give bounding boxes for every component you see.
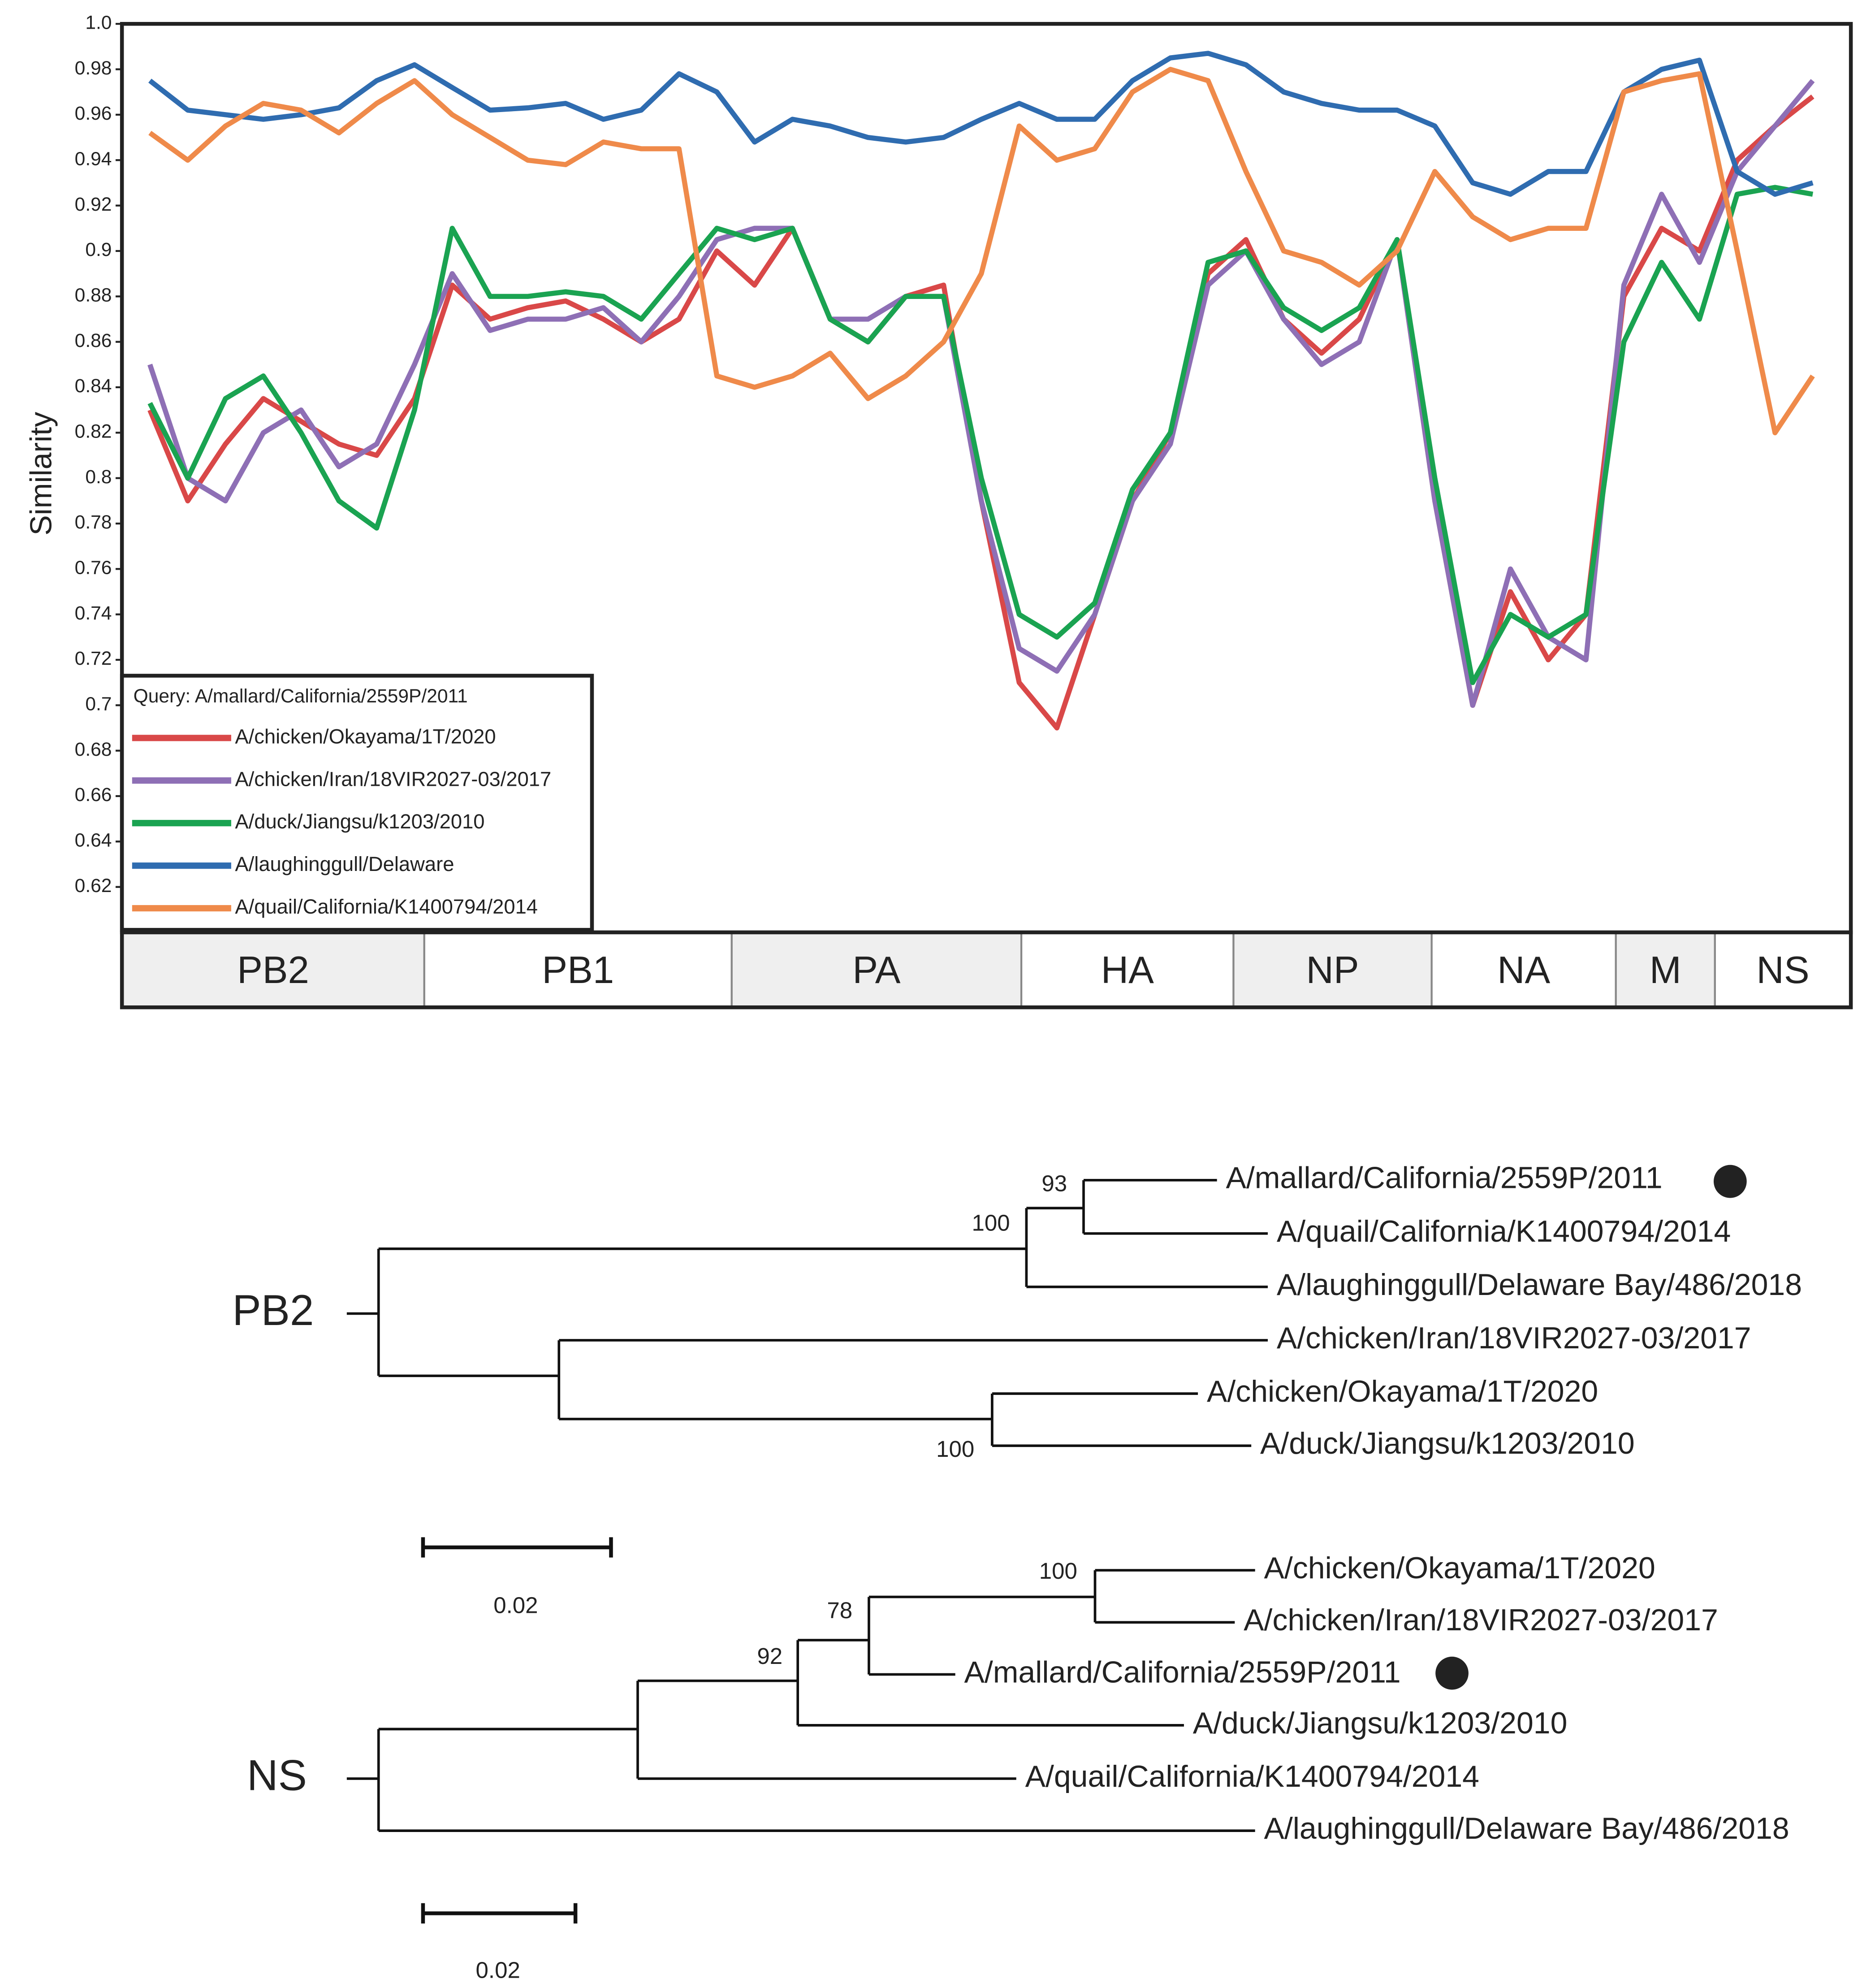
support-value: 92 bbox=[757, 1643, 782, 1669]
segment-box bbox=[423, 931, 733, 1009]
y-axis-label: Similarity bbox=[24, 412, 58, 536]
leaf-label: A/laughinggull/Delaware Bay/486/2018 bbox=[1264, 1811, 1789, 1845]
query-marker bbox=[1713, 1165, 1747, 1198]
leaf-label: A/mallard/California/2559P/2011 bbox=[1226, 1161, 1662, 1195]
support-value: 100 bbox=[972, 1210, 1010, 1235]
segment-label: PB2 bbox=[237, 949, 309, 992]
y-tick-label: 0.86 bbox=[75, 330, 112, 351]
support-value: 100 bbox=[1039, 1558, 1077, 1584]
leaf-label: A/chicken/Okayama/1T/2020 bbox=[1264, 1551, 1655, 1585]
y-tick-label: 0.88 bbox=[75, 285, 112, 306]
y-tick-label: 0.64 bbox=[75, 830, 112, 851]
legend-label: A/chicken/Okayama/1T/2020 bbox=[235, 725, 496, 748]
leaf-label: A/duck/Jiangsu/k1203/2010 bbox=[1260, 1426, 1635, 1460]
y-tick-label: 0.68 bbox=[75, 739, 112, 760]
legend-label: A/chicken/Iran/18VIR2027-03/2017 bbox=[235, 767, 551, 790]
y-tick-label: 0.66 bbox=[75, 784, 112, 806]
series-line bbox=[147, 94, 1815, 731]
series-line bbox=[148, 67, 1815, 436]
y-tick-label: 0.94 bbox=[75, 148, 112, 169]
query-marker bbox=[1435, 1656, 1469, 1690]
scale-label: 0.02 bbox=[476, 1957, 520, 1983]
y-tick-label: 0.74 bbox=[75, 603, 112, 624]
segment-label: PB1 bbox=[542, 949, 614, 992]
leaf-label: A/mallard/California/2559P/2011 bbox=[964, 1655, 1401, 1689]
tree-label: PB2 bbox=[232, 1286, 314, 1334]
leaf-label: A/quail/California/K1400794/2014 bbox=[1277, 1214, 1731, 1248]
leaf-label: A/duck/Jiangsu/k1203/2010 bbox=[1193, 1706, 1568, 1740]
segment-label: M bbox=[1650, 949, 1681, 992]
scale-label: 0.02 bbox=[493, 1593, 538, 1618]
y-tick-label: 0.84 bbox=[75, 376, 112, 397]
support-value: 93 bbox=[1041, 1171, 1067, 1196]
y-tick-label: 0.72 bbox=[75, 648, 112, 669]
y-tick-label: 0.8 bbox=[85, 467, 112, 488]
segment-box bbox=[1020, 931, 1235, 1009]
segment-label: NS bbox=[1756, 949, 1809, 992]
legend-title: Query: A/mallard/California/2559P/2011 bbox=[134, 686, 468, 707]
segment-label: NP bbox=[1306, 949, 1359, 992]
y-tick-label: 1.0 bbox=[85, 12, 112, 33]
segment-label: NA bbox=[1497, 949, 1550, 992]
legend-box bbox=[120, 674, 594, 932]
y-tick-label: 0.96 bbox=[75, 103, 112, 124]
y-tick-label: 0.9 bbox=[85, 239, 112, 260]
legend-label: A/laughinggull/Delaware bbox=[235, 853, 454, 875]
legend-label: A/quail/California/K1400794/2014 bbox=[235, 895, 538, 918]
leaf-label: A/chicken/Iran/18VIR2027-03/2017 bbox=[1244, 1603, 1718, 1637]
segment-label: PA bbox=[852, 949, 900, 992]
series-line bbox=[148, 51, 1814, 197]
y-tick-label: 0.62 bbox=[75, 875, 112, 897]
leaf-label: A/quail/California/K1400794/2014 bbox=[1025, 1759, 1479, 1793]
support-value: 100 bbox=[936, 1436, 974, 1462]
segment-box bbox=[1232, 931, 1433, 1009]
y-tick-label: 0.76 bbox=[75, 558, 112, 579]
y-tick-label: 0.78 bbox=[75, 512, 112, 533]
segment-frame bbox=[120, 930, 1853, 1009]
y-tick-label: 0.92 bbox=[75, 194, 112, 215]
segment-label: HA bbox=[1101, 949, 1154, 992]
support-value: 78 bbox=[827, 1598, 852, 1623]
y-tick-label: 0.82 bbox=[75, 421, 112, 442]
leaf-label: A/laughinggull/Delaware Bay/486/2018 bbox=[1277, 1268, 1802, 1302]
leaf-label: A/chicken/Okayama/1T/2020 bbox=[1207, 1374, 1598, 1408]
series-line bbox=[147, 79, 1815, 708]
tree-label: NS bbox=[247, 1751, 307, 1799]
legend-label: A/duck/Jiangsu/k1203/2010 bbox=[235, 810, 484, 833]
series-line bbox=[147, 185, 1814, 685]
y-tick-label: 0.98 bbox=[75, 58, 112, 79]
y-tick-label: 0.7 bbox=[85, 694, 112, 715]
leaf-label: A/chicken/Iran/18VIR2027-03/2017 bbox=[1277, 1321, 1751, 1355]
